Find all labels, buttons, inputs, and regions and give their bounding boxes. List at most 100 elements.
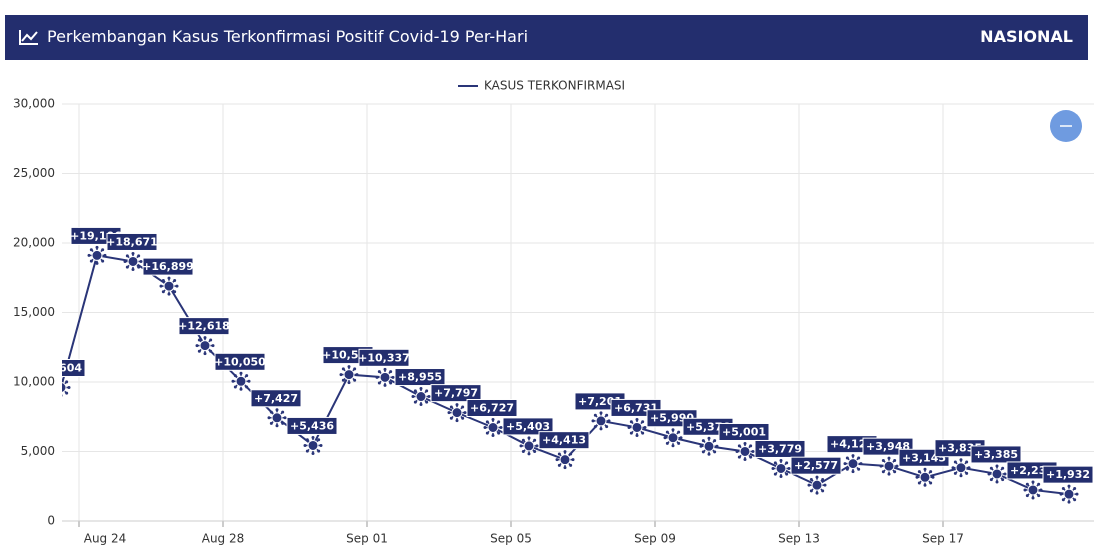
marker-tip	[497, 431, 501, 435]
virus-marker	[915, 467, 935, 487]
marker-tip	[239, 387, 243, 391]
marker-tip	[989, 466, 993, 470]
marker-tip	[1025, 482, 1029, 486]
marker-tip	[123, 259, 127, 263]
virus-marker	[267, 408, 287, 428]
marker-tip	[1031, 480, 1035, 484]
marker-tip	[131, 251, 135, 255]
marker-tip	[707, 452, 711, 456]
marker-tip	[161, 278, 165, 282]
value-label: +4,413	[542, 434, 586, 447]
value-label: +12,618	[178, 320, 230, 333]
x-tick-label: Sep 17	[922, 532, 964, 546]
marker-tip	[137, 254, 141, 258]
marker-tip	[779, 474, 783, 478]
virus-marker	[87, 245, 107, 265]
marker-tip	[101, 259, 105, 263]
marker-tip	[447, 411, 451, 415]
marker-tip	[591, 419, 595, 423]
marker-tip	[139, 259, 143, 263]
value-label-box	[502, 417, 554, 436]
value-label: +6,727	[470, 401, 514, 414]
marker-tip	[175, 284, 179, 288]
marker-tip	[521, 450, 525, 454]
virus-marker	[627, 417, 647, 437]
marker-tip	[857, 467, 861, 471]
marker-tip	[701, 439, 705, 443]
legend-label: KASUS TERKONFIRMASI	[484, 79, 625, 93]
marker-tip	[247, 379, 251, 383]
marker-tip	[915, 475, 919, 479]
x-tick-label: Sep 13	[778, 532, 820, 546]
marker-tip	[173, 278, 177, 282]
marker-tip	[311, 451, 315, 455]
virus-marker	[735, 441, 755, 461]
marker-tip	[557, 452, 561, 456]
marker-tip	[305, 438, 309, 442]
virus-marker	[843, 454, 863, 474]
marker-tip	[557, 463, 561, 467]
marker-tip	[231, 379, 235, 383]
marker-tip	[353, 378, 357, 382]
marker-tip	[413, 400, 417, 404]
marker-tip	[629, 420, 633, 424]
marker-tip	[65, 380, 69, 384]
virus-marker	[807, 475, 827, 495]
marker-tip	[101, 248, 105, 252]
marker-tip	[159, 284, 163, 288]
marker-tip	[89, 248, 93, 252]
marker-tip	[95, 245, 99, 249]
marker-tip	[419, 387, 423, 391]
y-tick-label: 30,000	[13, 97, 55, 111]
marker-tip	[823, 483, 827, 487]
marker-tip	[737, 444, 741, 448]
marker-tip	[455, 403, 459, 407]
marker-tip	[519, 444, 523, 448]
marker-tip	[677, 430, 681, 434]
marker-body	[955, 462, 967, 474]
marker-tip	[485, 431, 489, 435]
virus-marker	[1023, 480, 1043, 500]
marker-tip	[1037, 482, 1041, 486]
marker-tip	[1037, 494, 1041, 498]
marker-tip	[923, 467, 927, 471]
marker-tip	[923, 483, 927, 487]
marker-tip	[527, 452, 531, 456]
marker-tip	[779, 458, 783, 462]
value-label: +3,779	[758, 442, 802, 455]
marker-tip	[751, 449, 755, 453]
marker-tip	[377, 381, 381, 385]
marker-tip	[173, 290, 177, 294]
marker-tip	[629, 431, 633, 435]
marker-tip	[535, 444, 539, 448]
value-label: +7,427	[254, 392, 298, 405]
marker-tip	[65, 391, 69, 395]
marker-tip	[533, 438, 537, 442]
marker-tip	[161, 290, 165, 294]
marker-tip	[427, 395, 431, 399]
marker-tip	[593, 425, 597, 429]
marker-body	[991, 468, 1003, 480]
virus-marker	[411, 387, 431, 407]
zoom-button[interactable]	[1050, 110, 1082, 142]
marker-tip	[281, 410, 285, 414]
marker-tip	[677, 441, 681, 445]
marker-tip	[54, 392, 57, 395]
marker-tip	[635, 417, 639, 421]
virus-marker	[54, 378, 71, 397]
marker-tip	[455, 419, 459, 423]
marker-tip	[463, 411, 467, 415]
marker-tip	[815, 475, 819, 479]
marker-tip	[317, 438, 321, 442]
value-label-box	[286, 416, 338, 435]
marker-tip	[643, 425, 647, 429]
marker-tip	[233, 374, 237, 378]
value-label: +1,932	[1046, 468, 1090, 481]
marker-tip	[605, 413, 609, 417]
marker-tip	[563, 466, 567, 470]
marker-tip	[269, 421, 273, 425]
virus-marker	[123, 251, 143, 271]
value-label: +10,050	[214, 355, 266, 368]
marker-body	[415, 391, 427, 403]
marker-tip	[665, 441, 669, 445]
